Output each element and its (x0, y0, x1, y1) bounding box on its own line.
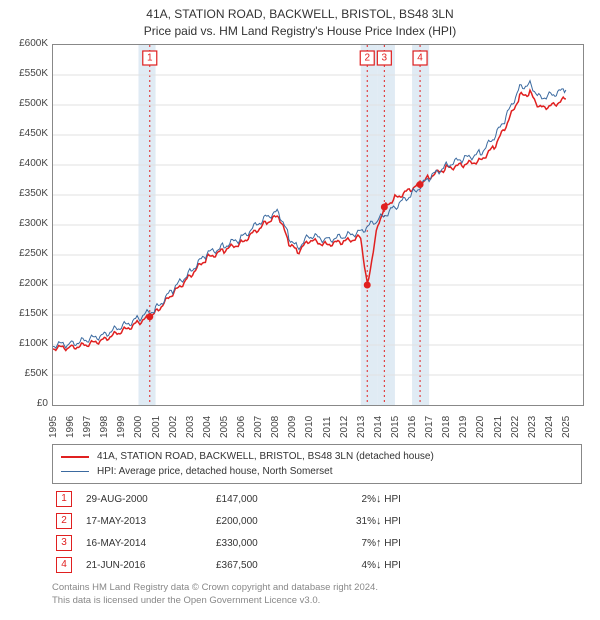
event-date: 21-JUN-2016 (86, 560, 216, 571)
event-pct: 2% (316, 494, 376, 505)
x-tick-label: 2019 (458, 416, 469, 438)
event-price: £147,000 (216, 494, 316, 505)
legend-swatch (61, 456, 89, 458)
x-tick-label: 2013 (356, 416, 367, 438)
x-tick-label: 1996 (65, 416, 76, 438)
x-tick-label: 2023 (527, 416, 538, 438)
x-tick-label: 1999 (116, 416, 127, 438)
y-tick-label: £400K (4, 158, 48, 169)
legend-swatch (61, 471, 89, 472)
event-direction: ↓ HPI (376, 515, 426, 527)
x-tick-label: 2022 (510, 416, 521, 438)
footnote-line2: This data is licensed under the Open Gov… (52, 595, 582, 608)
event-pct: 31% (316, 516, 376, 527)
y-tick-label: £350K (4, 188, 48, 199)
event-row: 2 17-MAY-2013£200,00031%↓ HPI (52, 510, 582, 532)
x-tick-label: 2003 (185, 416, 196, 438)
x-tick-label: 2012 (339, 416, 350, 438)
event-marker-number: 4 (56, 557, 72, 573)
event-price: £330,000 (216, 538, 316, 549)
x-tick-label: 1998 (99, 416, 110, 438)
event-date: 16-MAY-2014 (86, 538, 216, 549)
x-tick-label: 2006 (236, 416, 247, 438)
x-tick-label: 2014 (373, 416, 384, 438)
y-tick-label: £100K (4, 338, 48, 349)
x-tick-label: 2004 (202, 416, 213, 438)
y-tick-label: £50K (4, 368, 48, 379)
x-tick-label: 2017 (424, 416, 435, 438)
x-tick-label: 2024 (544, 416, 555, 438)
x-tick-label: 1995 (48, 416, 59, 438)
x-tick-label: 2009 (287, 416, 298, 438)
x-tick-label: 2018 (441, 416, 452, 438)
event-direction: ↓ HPI (376, 493, 426, 505)
event-pct: 4% (316, 560, 376, 571)
x-tick-label: 2007 (253, 416, 264, 438)
title-line1: 41A, STATION ROAD, BACKWELL, BRISTOL, BS… (0, 6, 600, 23)
x-tick-label: 2010 (304, 416, 315, 438)
legend-label: HPI: Average price, detached house, Nort… (97, 464, 333, 479)
event-direction: ↑ HPI (376, 537, 426, 549)
event-direction: ↓ HPI (376, 559, 426, 571)
chart-svg: 1 2 3 4 (53, 45, 583, 405)
x-tick-label: 2015 (390, 416, 401, 438)
x-tick-label: 2000 (133, 416, 144, 438)
x-tick-label: 2005 (219, 416, 230, 438)
x-tick-label: 2011 (322, 416, 333, 438)
y-tick-label: £300K (4, 218, 48, 229)
event-pct: 7% (316, 538, 376, 549)
svg-text:1: 1 (147, 53, 153, 64)
legend-item: HPI: Average price, detached house, Nort… (61, 464, 573, 479)
x-tick-label: 2021 (493, 416, 504, 438)
x-tick-label: 2020 (475, 416, 486, 438)
event-row: 1 29-AUG-2000£147,0002%↓ HPI (52, 488, 582, 510)
x-tick-label: 1997 (82, 416, 93, 438)
y-tick-label: £150K (4, 308, 48, 319)
y-tick-label: £450K (4, 128, 48, 139)
svg-text:4: 4 (417, 53, 423, 64)
svg-text:2: 2 (364, 53, 370, 64)
legend: 41A, STATION ROAD, BACKWELL, BRISTOL, BS… (52, 444, 582, 484)
svg-text:3: 3 (382, 53, 388, 64)
footnote-line1: Contains HM Land Registry data © Crown c… (52, 582, 582, 595)
event-price: £200,000 (216, 516, 316, 527)
event-row: 4 21-JUN-2016£367,5004%↓ HPI (52, 554, 582, 576)
footnote: Contains HM Land Registry data © Crown c… (52, 582, 582, 608)
x-tick-label: 2002 (168, 416, 179, 438)
chart: 1 2 3 4 (52, 44, 584, 406)
y-tick-label: £550K (4, 68, 48, 79)
event-marker-number: 1 (56, 491, 72, 507)
y-tick-label: £500K (4, 98, 48, 109)
title-line2: Price paid vs. HM Land Registry's House … (0, 23, 600, 40)
x-tick-label: 2025 (561, 416, 572, 438)
event-marker-number: 2 (56, 513, 72, 529)
x-tick-label: 2008 (270, 416, 281, 438)
y-tick-label: £200K (4, 278, 48, 289)
x-tick-label: 2016 (407, 416, 418, 438)
event-date: 29-AUG-2000 (86, 494, 216, 505)
y-tick-label: £0 (4, 398, 48, 409)
y-tick-label: £250K (4, 248, 48, 259)
x-tick-label: 2001 (151, 416, 162, 438)
event-date: 17-MAY-2013 (86, 516, 216, 527)
event-row: 3 16-MAY-2014£330,0007%↑ HPI (52, 532, 582, 554)
event-marker-number: 3 (56, 535, 72, 551)
events-table: 129-AUG-2000£147,0002%↓ HPI217-MAY-2013£… (52, 488, 582, 576)
event-price: £367,500 (216, 560, 316, 571)
y-tick-label: £600K (4, 38, 48, 49)
legend-item: 41A, STATION ROAD, BACKWELL, BRISTOL, BS… (61, 449, 573, 464)
legend-label: 41A, STATION ROAD, BACKWELL, BRISTOL, BS… (97, 449, 434, 464)
